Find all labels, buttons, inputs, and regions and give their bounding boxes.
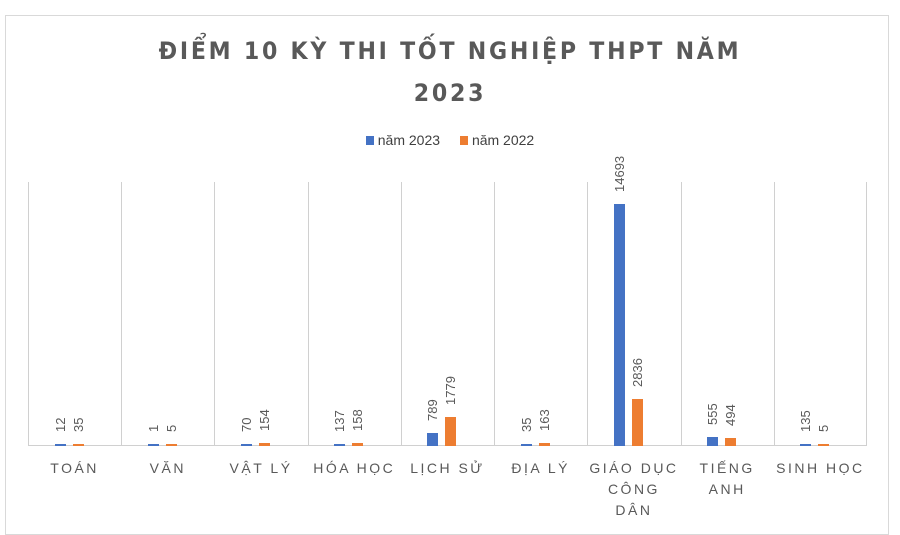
data-label: 154	[257, 409, 273, 432]
x-axis-label: HÓA HỌC	[313, 460, 396, 476]
bar-2023	[147, 444, 159, 446]
data-label: 137	[332, 410, 348, 432]
data-label: 163	[536, 409, 552, 432]
data-label: 135	[798, 410, 814, 432]
bar-2023	[707, 436, 719, 446]
data-label: 35	[518, 417, 534, 432]
category-group: 789 1779	[400, 182, 494, 446]
data-label: 158	[350, 409, 366, 432]
plot-area: 12 35 1 5 70 154 137 158 789 1779 35 163 14693 2836 55…	[28, 155, 867, 446]
data-label: 35	[70, 417, 86, 432]
category-group: 555 494	[680, 182, 774, 446]
x-axis-label: LỊCH SỬ	[410, 460, 485, 476]
chart-title-line-2: 2023	[413, 79, 487, 107]
category-group: 135 5	[773, 182, 867, 446]
x-axis-label: VĂN	[149, 460, 186, 476]
bar-2023	[800, 443, 812, 446]
category-group: 14693 2836	[587, 155, 680, 446]
category-group: 35 163	[494, 182, 587, 446]
bar-2022	[72, 444, 84, 446]
bar-2023	[613, 203, 625, 446]
x-axis-label: VẬT LÝ	[229, 460, 293, 476]
legend-swatch-2022	[459, 136, 468, 145]
bar-2022	[631, 399, 643, 446]
data-label: 494	[723, 404, 739, 426]
legend-item-2023: năm 2023	[365, 132, 441, 148]
bar-2022	[352, 443, 364, 446]
chart-title: ĐIỂM 10 KỲ THI TỐT NGHIỆP THPT NĂM 2023	[36, 30, 864, 114]
data-label: 2836	[629, 358, 645, 388]
x-axis-label: TIẾNG ANH	[699, 460, 755, 497]
data-label: 1779	[443, 375, 459, 405]
data-label: 14693	[611, 155, 627, 192]
bar-2023	[54, 444, 66, 446]
legend-label-2022: năm 2022	[471, 132, 535, 148]
bar-2022	[725, 437, 737, 446]
data-label: 1	[145, 424, 161, 432]
bar-2023	[427, 432, 439, 446]
chart-title-line-1: ĐIỂM 10 KỲ THI TỐT NGHIỆP THPT NĂM	[158, 37, 742, 65]
data-label: 789	[425, 399, 441, 421]
bar-2023	[334, 443, 346, 446]
x-axis-label: GIÁO DỤC CÔNG DÂN	[589, 460, 679, 518]
data-label: 70	[239, 417, 255, 432]
data-label: 12	[52, 417, 68, 432]
x-axis-label: TOÁN	[50, 460, 99, 476]
bar-2022	[165, 444, 177, 446]
chart-frame	[5, 15, 889, 535]
bar-2022	[445, 416, 457, 446]
bar-2023	[241, 444, 253, 446]
bar-2023	[520, 444, 532, 446]
data-label: 5	[163, 424, 179, 432]
legend-label-2023: năm 2023	[377, 132, 441, 148]
legend-item-2022: năm 2022	[459, 132, 535, 148]
bar-2022	[259, 443, 271, 446]
category-group: 137 158	[307, 182, 401, 446]
data-label: 555	[705, 403, 721, 425]
x-axis-label: SINH HỌC	[776, 460, 865, 476]
bar-2022	[818, 444, 830, 446]
legend-swatch-2023	[365, 136, 374, 145]
category-group: 12 35	[28, 182, 121, 446]
category-group: 70 154	[214, 182, 307, 446]
data-label: 5	[816, 424, 832, 432]
bar-2022	[538, 443, 550, 446]
chart-legend: năm 2023 năm 2022	[0, 132, 900, 148]
x-axis-label: ĐỊA LÝ	[511, 460, 571, 476]
